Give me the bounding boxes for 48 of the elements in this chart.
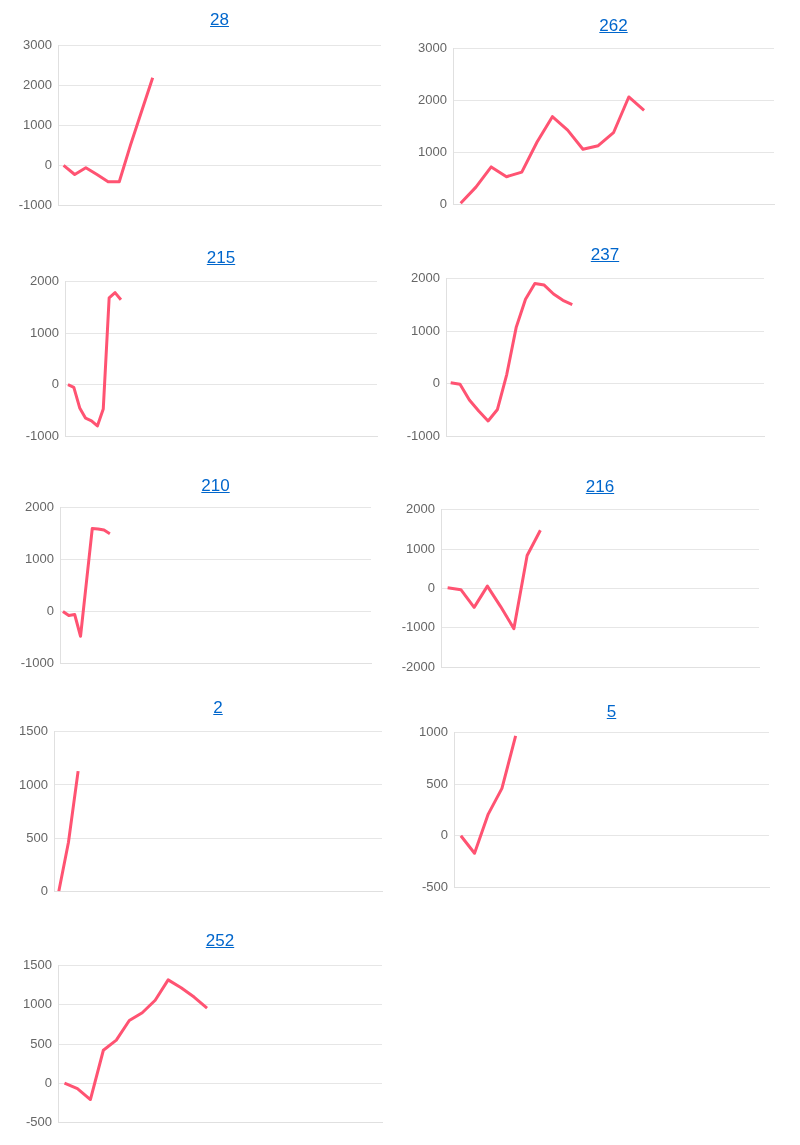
chart-title: 210 <box>201 476 230 495</box>
y-tick-label: 0 <box>44 1074 52 1090</box>
y-tick-label: 2000 <box>418 92 447 108</box>
chart-title: 5 <box>606 702 617 721</box>
y-tick-label: -1000 <box>20 654 54 670</box>
y-tick-label: 500 <box>426 775 448 791</box>
y-tick-label: 1500 <box>23 957 52 973</box>
chart-title: 2 <box>213 698 223 717</box>
y-tick-label: -1000 <box>401 619 435 635</box>
y-tick-label: -500 <box>25 1113 52 1129</box>
y-tick-label: 1000 <box>418 143 447 159</box>
y-tick-label: 1000 <box>419 724 448 740</box>
y-tick-label: 1000 <box>19 776 48 792</box>
y-tick-label: 0 <box>427 580 435 596</box>
chart-title: 237 <box>590 245 620 264</box>
y-tick-label: -1000 <box>25 427 59 443</box>
y-tick-label: 2000 <box>406 501 435 517</box>
chart-title: 215 <box>206 248 236 267</box>
y-tick-label: 1000 <box>23 117 52 133</box>
y-tick-label: 2000 <box>23 77 52 93</box>
y-tick-label: 500 <box>26 829 48 845</box>
y-tick-label: -1000 <box>18 196 52 212</box>
y-tick-label: 1000 <box>411 322 440 338</box>
chart-title: 216 <box>585 477 615 496</box>
y-tick-label: -1000 <box>406 427 440 443</box>
y-tick-label: 0 <box>439 195 447 211</box>
y-tick-label: -500 <box>421 878 448 894</box>
y-tick-label: 0 <box>40 882 48 898</box>
y-tick-label: 2000 <box>25 499 54 515</box>
y-tick-label: 1000 <box>30 324 59 340</box>
chart-title: 252 <box>205 931 235 950</box>
y-tick-label: 500 <box>30 1035 52 1051</box>
chart-title: 28 <box>210 10 229 29</box>
y-tick-label: 0 <box>46 602 54 618</box>
y-tick-label: 1000 <box>23 996 52 1012</box>
y-tick-label: 0 <box>51 376 59 392</box>
chart-title: 262 <box>599 16 628 35</box>
y-tick-label: 3000 <box>23 37 52 53</box>
y-tick-label: -2000 <box>401 658 435 674</box>
y-tick-label: 3000 <box>418 40 447 56</box>
y-tick-label: 2000 <box>30 273 59 289</box>
y-tick-label: 1000 <box>25 551 54 567</box>
y-tick-label: 1500 <box>19 723 48 739</box>
y-tick-label: 2000 <box>411 270 440 286</box>
y-tick-label: 1000 <box>406 540 435 556</box>
y-tick-label: 0 <box>440 827 448 843</box>
y-tick-label: 0 <box>432 375 440 391</box>
y-tick-label: 0 <box>44 156 52 172</box>
